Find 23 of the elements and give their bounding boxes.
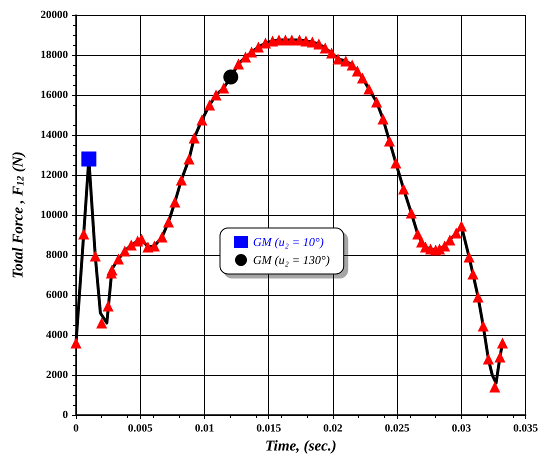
y-tick-label: 4000 bbox=[46, 329, 68, 341]
y-tick-label: 0 bbox=[62, 409, 68, 421]
legend-label: GM (u₂ = 10°) bbox=[253, 235, 324, 249]
y-tick-label: 12000 bbox=[40, 169, 68, 181]
x-tick-label: 0.015 bbox=[256, 422, 282, 434]
legend-label: GM (u₂ = 130°) bbox=[253, 253, 330, 267]
y-tick-label: 14000 bbox=[40, 129, 68, 141]
x-tick-label: 0.035 bbox=[513, 422, 538, 434]
x-axis-title: Time, (sec.) bbox=[265, 438, 337, 454]
x-tick-label: 0.005 bbox=[128, 422, 154, 434]
x-tick-label: 0.025 bbox=[384, 422, 410, 434]
y-tick-label: 8000 bbox=[46, 249, 68, 261]
y-axis-title: Total Force , F12 (N) bbox=[10, 151, 26, 279]
y-tick-label: 20000 bbox=[40, 9, 68, 21]
y-tick-label: 6000 bbox=[46, 289, 68, 301]
y-tick-label: 16000 bbox=[40, 89, 68, 101]
x-tick-label: 0 bbox=[73, 422, 80, 434]
x-tick-label: 0.01 bbox=[194, 422, 214, 434]
y-tick-label: 10000 bbox=[40, 209, 68, 221]
x-tick-label: 0.02 bbox=[323, 422, 344, 434]
y-tick-label: 2000 bbox=[46, 369, 68, 381]
x-tick-label: 0.03 bbox=[452, 422, 472, 434]
y-tick-label: 18000 bbox=[40, 49, 68, 61]
